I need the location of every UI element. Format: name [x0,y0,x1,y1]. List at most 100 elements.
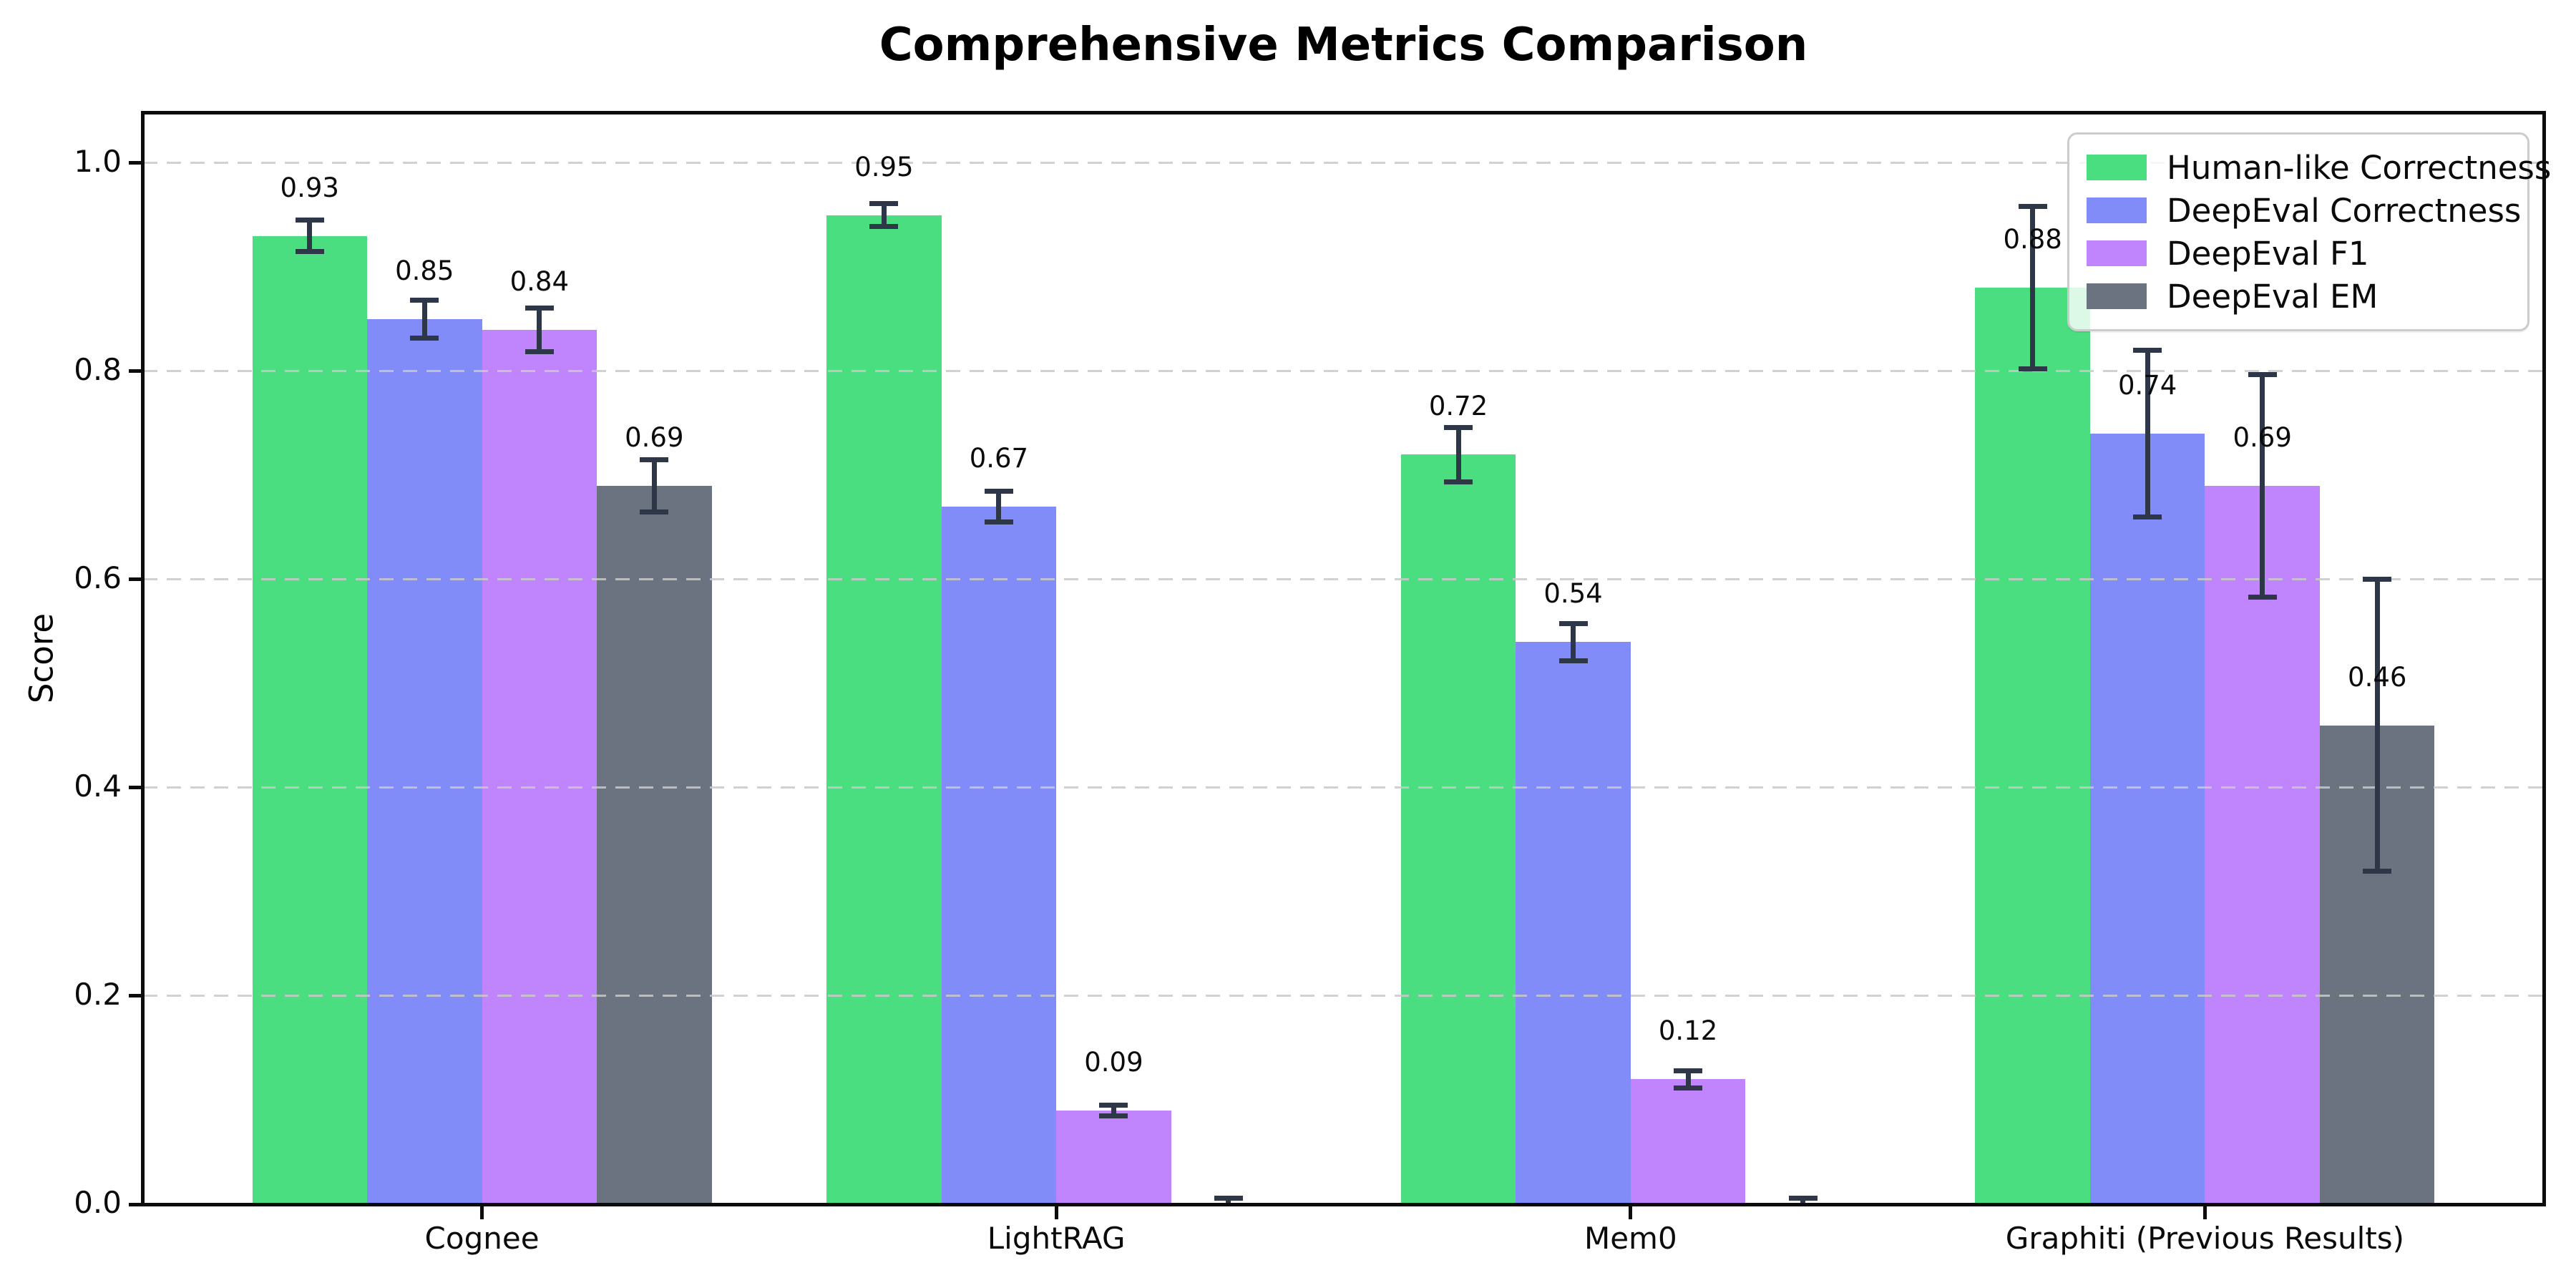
bar-value-label: 0.46 [2348,661,2407,693]
gridline-y-0.8 [143,370,2544,373]
error-bar-cap [1558,658,1588,663]
y-tick-label: 1.0 [74,143,122,179]
error-bar-cap [1788,1195,1818,1201]
y-tick-label: 0.6 [74,560,122,595]
x-tick-mark [1629,1206,1633,1219]
legend-swatch [2087,155,2147,180]
bar-value-label: 0.88 [2003,224,2062,255]
error-bar-cap [1099,1103,1128,1108]
error-bar-line [881,203,887,227]
error-bar-cap [640,509,669,514]
bar-value-label: 0.69 [2233,421,2292,453]
error-bar-cap [869,201,899,207]
bar-deepeval-em-0 [597,485,712,1204]
error-bar-cap [2018,204,2047,210]
legend-label: DeepEval F1 [2167,234,2369,273]
bar-deepeval-correctness-2 [1516,642,1631,1204]
error-bar-cap [295,218,324,223]
error-bar-cap [2133,348,2162,353]
error-bar-line [2260,374,2265,597]
error-bar-line [1455,427,1461,482]
error-bar-line [2030,206,2036,369]
bar-value-label: 0.69 [625,421,684,453]
legend-item: DeepEval F1 [2087,232,2510,275]
bar-value-label: 0.93 [280,172,339,203]
gridline-y-0.4 [143,786,2544,789]
bar-human-like-correctness-0 [252,235,368,1204]
legend-label: DeepEval EM [2167,277,2379,316]
x-tick-label-2: Mem0 [1584,1221,1677,1256]
error-bar-line [1111,1105,1116,1116]
bar-value-label: 0.09 [1084,1047,1143,1078]
legend-item: Human-like Correctness [2087,146,2551,189]
error-bar-line [1685,1070,1691,1088]
error-bar-cap [525,348,554,354]
error-bar-cap [1674,1085,1703,1091]
gridline-y-0.2 [143,995,2544,997]
error-bar-line [307,220,313,252]
x-tick-label-0: Cognee [424,1221,540,1256]
error-bar-line [421,300,427,338]
y-tick-mark [129,1202,142,1206]
error-bar-cap [984,519,1013,525]
bar-deepeval-correctness-0 [367,319,482,1204]
bar-value-label: 0.85 [395,255,454,287]
error-bar-line [2145,350,2150,517]
legend: Human-like Correctness DeepEval Correctne… [2067,132,2551,331]
error-bar-cap [1214,1195,1243,1201]
y-tick-label: 0.4 [74,768,122,804]
x-tick-mark [2202,1206,2207,1219]
bar-human-like-correctness-1 [826,215,942,1204]
y-tick-mark [129,161,142,165]
bar-deepeval-correctness-3 [2089,434,2205,1204]
y-tick-mark [129,577,142,582]
legend-swatch [2087,240,2147,266]
x-tick-mark [1054,1206,1058,1219]
bar-value-label: 0.72 [1428,391,1488,422]
gridline-y-1 [143,162,2544,165]
error-bar-cap [2248,371,2277,377]
error-bar-cap [410,335,439,341]
error-bar-line [2374,579,2380,872]
bar-deepeval-correctness-1 [941,507,1057,1204]
bar-human-like-correctness-3 [1975,288,2090,1204]
y-tick-mark [129,369,142,374]
error-bar-cap [525,305,554,311]
x-tick-label-1: LightRAG [987,1221,1126,1256]
error-bar-cap [640,457,669,463]
legend-swatch [2087,197,2147,223]
legend-label: Human-like Correctness [2167,148,2552,187]
y-tick-label: 0.8 [74,351,122,387]
error-bar-line [537,308,542,352]
error-bar-cap [1674,1068,1703,1074]
bar-value-label: 0.54 [1543,578,1603,610]
bar-deepeval-f1-2 [1630,1079,1746,1204]
legend-label: DeepEval Correctness [2167,191,2522,230]
bar-human-like-correctness-2 [1400,454,1516,1204]
error-bar-cap [2018,366,2047,372]
legend-item: DeepEval Correctness [2087,189,2521,232]
error-bar-cap [295,249,324,255]
bar-value-label: 0.95 [854,151,914,182]
y-tick-label: 0.0 [74,1185,122,1220]
error-bar-cap [2248,595,2277,600]
y-axis-label: Score [22,613,61,704]
legend-swatch [2087,283,2147,309]
error-bar-line [1571,623,1576,661]
bar-value-label: 0.74 [2117,370,2177,401]
x-tick-mark [480,1206,484,1219]
error-bar-line [1800,1198,1806,1204]
error-bar-cap [869,224,899,230]
y-tick-mark [129,994,142,998]
bar-deepeval-f1-3 [2205,485,2320,1204]
error-bar-cap [410,298,439,303]
error-bar-cap [1444,479,1473,484]
y-tick-label: 0.2 [74,976,122,1012]
gridline-y-0.6 [143,578,2544,581]
legend-item: DeepEval EM [2087,275,2510,318]
chart-title: Comprehensive Metrics Comparison [879,19,1808,72]
error-bar-cap [2363,577,2392,582]
bar-deepeval-f1-0 [482,329,597,1204]
error-bar-cap [2363,868,2392,874]
bar-value-label: 0.67 [969,443,1029,474]
